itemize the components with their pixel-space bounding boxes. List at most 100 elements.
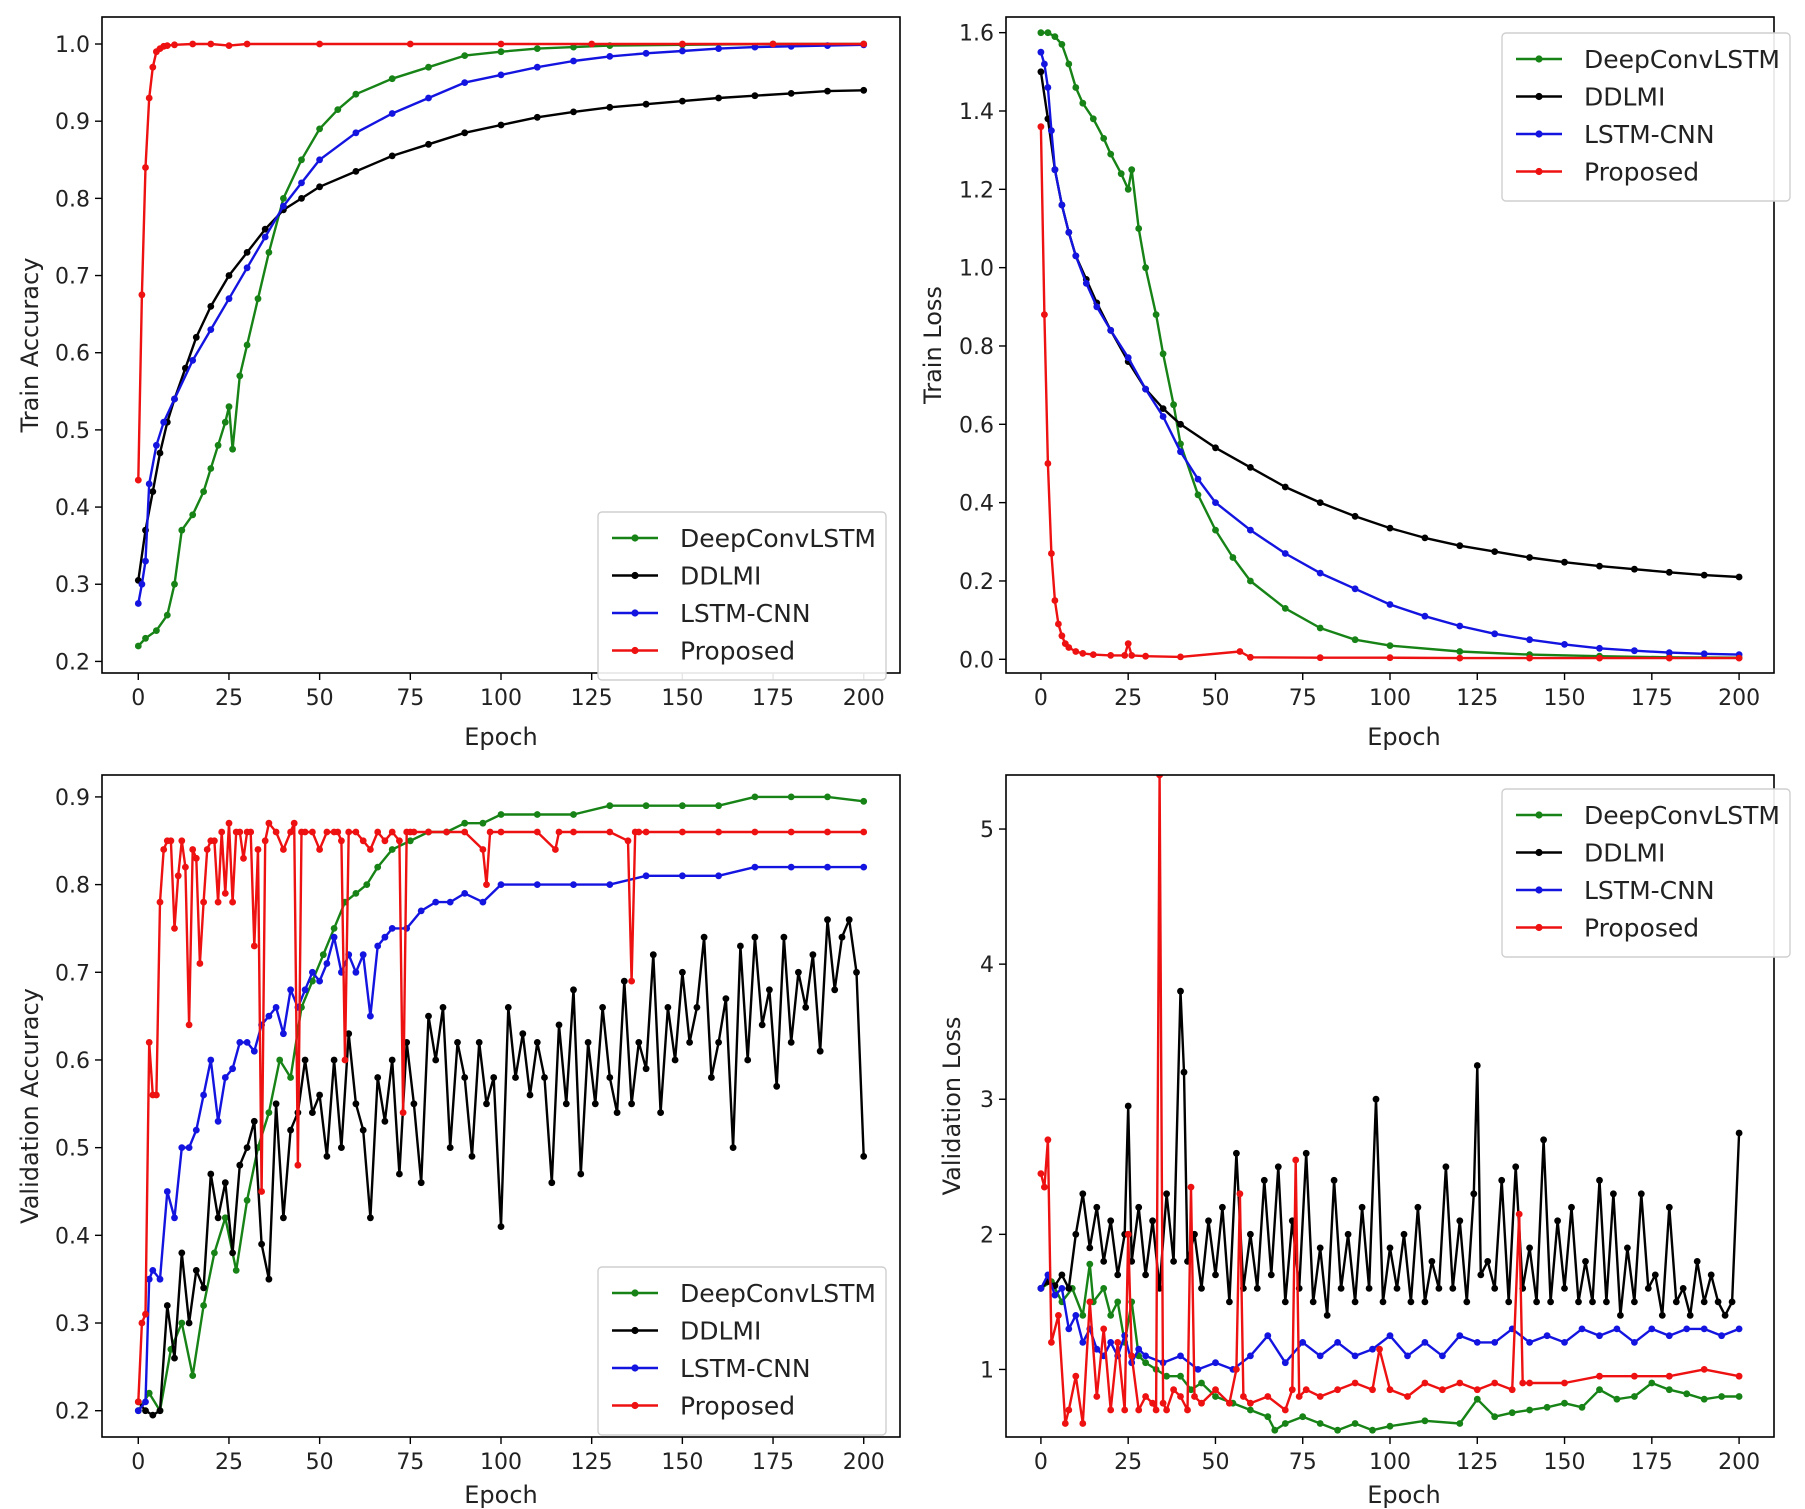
- y-axis-label: Validation Accuracy: [16, 988, 44, 1224]
- x-tick-label: 75: [396, 1450, 424, 1475]
- data-point: [533, 828, 541, 836]
- data-point: [1163, 1190, 1170, 1198]
- data-point: [1351, 512, 1359, 520]
- data-point: [1617, 1312, 1624, 1319]
- data-point: [722, 995, 730, 1002]
- x-tick-label: 0: [131, 1450, 145, 1475]
- legend: DeepConvLSTM DDLMI LSTM-CNN Proposed: [1501, 32, 1791, 202]
- data-point: [1679, 1285, 1687, 1292]
- x-tick-label: 150: [1544, 1450, 1586, 1475]
- data-point: [1065, 644, 1073, 651]
- data-point: [207, 326, 215, 333]
- legend-label-ddlmi: DDLMI: [680, 1317, 761, 1346]
- data-point: [250, 1117, 258, 1125]
- data-point: [533, 811, 541, 818]
- y-tick-label: 4: [980, 953, 994, 978]
- y-tick-label: 0.8: [55, 874, 90, 899]
- data-point: [1386, 1386, 1394, 1394]
- data-point: [1683, 1325, 1691, 1333]
- data-point: [1198, 1285, 1205, 1292]
- data-point: [737, 942, 744, 950]
- data-point: [247, 828, 255, 836]
- data-point: [1159, 1399, 1167, 1407]
- data-point: [751, 828, 759, 836]
- series-proposed: [1037, 775, 1743, 1427]
- panel-validation-accuracy: 0 25 50 75 100 125 150 175 200 0.2 0.3 0.4 0.5 0.6 0.7…: [16, 774, 901, 1509]
- data-point: [1124, 185, 1132, 193]
- data-point: [276, 1056, 284, 1064]
- data-point: [1107, 1406, 1115, 1414]
- data-point: [715, 94, 722, 102]
- data-point: [1037, 1170, 1045, 1177]
- data-point: [838, 933, 846, 941]
- data-point: [221, 1214, 229, 1222]
- data-point: [671, 1056, 679, 1064]
- x-tick-label: 200: [843, 686, 885, 711]
- data-point: [541, 1074, 548, 1081]
- data-point: [1365, 1285, 1373, 1292]
- data-point: [824, 828, 831, 836]
- data-point: [1644, 1285, 1652, 1292]
- data-point: [1058, 201, 1066, 209]
- series-proposed: [134, 819, 868, 1406]
- data-point: [1121, 652, 1129, 659]
- data-point: [512, 1074, 519, 1081]
- data-point: [309, 1109, 316, 1116]
- data-point: [1351, 1420, 1359, 1427]
- data-point: [301, 986, 309, 994]
- data-point: [1055, 1312, 1062, 1319]
- x-tick-label: 25: [215, 1450, 243, 1475]
- data-point: [1665, 1386, 1673, 1394]
- data-point: [225, 819, 233, 827]
- data-point: [352, 828, 360, 836]
- data-point: [142, 634, 149, 642]
- data-point: [1421, 612, 1429, 620]
- data-point: [1142, 1352, 1149, 1360]
- data-point: [1253, 1285, 1261, 1292]
- legend-marker-proposed: [631, 646, 639, 655]
- data-point: [1051, 166, 1059, 174]
- data-point: [1149, 1217, 1156, 1225]
- data-point: [1128, 166, 1136, 174]
- data-point: [388, 152, 396, 160]
- data-point: [243, 341, 251, 349]
- data-point: [352, 968, 360, 976]
- data-point: [461, 1074, 469, 1081]
- data-point: [1526, 554, 1533, 561]
- data-point: [1575, 1298, 1582, 1306]
- data-point: [1613, 1395, 1621, 1403]
- data-point: [1376, 1345, 1383, 1353]
- data-point: [221, 1074, 229, 1081]
- data-point: [178, 1249, 186, 1257]
- data-point: [715, 802, 722, 810]
- data-point: [816, 1047, 824, 1055]
- data-point: [287, 1126, 294, 1134]
- data-point: [1631, 1298, 1638, 1306]
- y-tick-label: 0.2: [55, 650, 90, 675]
- series-line-ddlmi: [137, 89, 864, 581]
- data-point: [229, 1065, 237, 1073]
- data-point: [367, 1214, 374, 1222]
- data-point: [715, 872, 722, 880]
- data-point: [345, 828, 353, 836]
- x-tick-label: 50: [306, 1450, 334, 1475]
- x-tick-label: 200: [843, 1450, 885, 1475]
- data-point: [171, 580, 178, 588]
- data-point: [1177, 1372, 1184, 1380]
- data-point: [272, 828, 280, 836]
- y-tick-label: 0.8: [55, 187, 90, 212]
- data-point: [145, 94, 153, 102]
- data-point: [214, 1214, 222, 1222]
- data-point: [1299, 1413, 1307, 1421]
- data-point: [1194, 475, 1202, 483]
- data-point: [134, 1407, 142, 1415]
- data-point: [1721, 1312, 1729, 1319]
- data-point: [388, 925, 396, 932]
- data-point: [1037, 68, 1045, 76]
- data-point: [163, 1188, 171, 1195]
- data-point: [142, 1407, 149, 1415]
- data-point: [1578, 1403, 1586, 1411]
- data-point: [1180, 1068, 1188, 1076]
- data-point: [236, 372, 244, 380]
